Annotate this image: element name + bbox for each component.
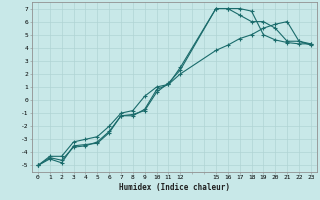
X-axis label: Humidex (Indice chaleur): Humidex (Indice chaleur) (119, 183, 230, 192)
